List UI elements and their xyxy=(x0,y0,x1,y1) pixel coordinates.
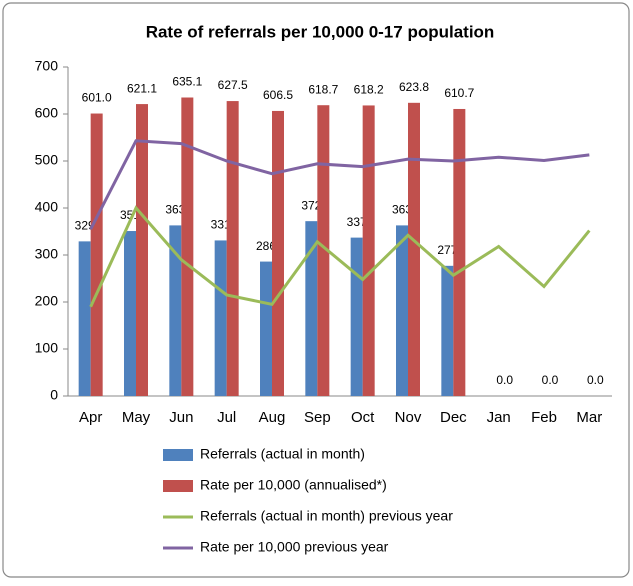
bar xyxy=(226,101,239,396)
data-label: 329 xyxy=(75,219,95,233)
data-label: 363 xyxy=(165,203,185,217)
data-label: 618.7 xyxy=(308,82,338,96)
legend-swatch xyxy=(163,449,193,461)
y-tick-label: 300 xyxy=(35,246,59,262)
bar xyxy=(396,225,408,396)
bar xyxy=(214,240,227,396)
data-label: 277 xyxy=(437,243,457,257)
bar xyxy=(181,97,194,397)
data-label: 618.2 xyxy=(354,83,384,97)
bar xyxy=(136,104,148,396)
data-label: 372 xyxy=(301,198,321,212)
bar xyxy=(78,241,91,396)
data-label: 363 xyxy=(392,203,412,217)
bar xyxy=(169,225,182,396)
data-label: 635.1 xyxy=(172,75,202,89)
legend-label: Rate per 10,000 (annualised*) xyxy=(200,477,387,493)
bar xyxy=(124,231,136,396)
data-label: 286 xyxy=(256,239,276,253)
y-tick-label: 100 xyxy=(35,340,59,356)
x-tick-label: Nov xyxy=(395,409,422,426)
legend-label: Referrals (actual in month) xyxy=(200,446,365,462)
x-tick-label: Apr xyxy=(79,409,102,426)
line xyxy=(89,205,591,308)
data-label: 621.1 xyxy=(127,81,157,95)
y-tick-label: 0 xyxy=(50,387,58,403)
bar xyxy=(362,105,375,397)
x-tick-label: Dec xyxy=(440,409,467,426)
line xyxy=(89,139,590,230)
data-label: 601.0 xyxy=(82,91,112,105)
y-tick-label: 400 xyxy=(35,199,59,215)
x-tick-label: Oct xyxy=(351,409,375,426)
x-tick-label: Jul xyxy=(217,409,236,426)
bar xyxy=(90,113,103,396)
bar xyxy=(272,110,284,396)
legend-label: Rate per 10,000 previous year xyxy=(200,539,389,555)
legend-swatch xyxy=(163,480,193,492)
data-label: 0.0 xyxy=(496,373,513,387)
data-label: 337 xyxy=(347,215,367,229)
bar xyxy=(305,221,318,396)
y-tick-label: 500 xyxy=(35,152,59,168)
data-label: 623.8 xyxy=(399,80,429,94)
x-tick-label: Feb xyxy=(531,409,557,426)
x-tick-label: Aug xyxy=(259,409,286,426)
bar xyxy=(260,261,272,396)
x-tick-label: Mar xyxy=(576,409,602,426)
data-label: 331 xyxy=(211,218,231,232)
x-tick-label: May xyxy=(122,409,151,426)
y-tick-label: 700 xyxy=(35,58,59,74)
data-label: 0.0 xyxy=(587,373,604,387)
data-label: 606.5 xyxy=(263,88,293,102)
bar xyxy=(317,105,330,396)
data-label: 610.7 xyxy=(444,86,474,100)
data-label: 627.5 xyxy=(218,78,248,92)
data-label: 0.0 xyxy=(542,373,559,387)
chart-title: Rate of referrals per 10,000 0-17 popula… xyxy=(146,22,495,41)
y-tick-label: 600 xyxy=(35,105,59,121)
legend-label: Referrals (actual in month) previous yea… xyxy=(200,508,453,524)
x-tick-label: Jun xyxy=(169,409,193,426)
bar xyxy=(441,265,454,396)
bar xyxy=(453,108,466,396)
x-tick-label: Sep xyxy=(304,409,331,426)
bar xyxy=(350,237,363,396)
x-tick-label: Jan xyxy=(487,409,511,426)
y-tick-label: 200 xyxy=(35,293,59,309)
bar xyxy=(408,102,420,397)
